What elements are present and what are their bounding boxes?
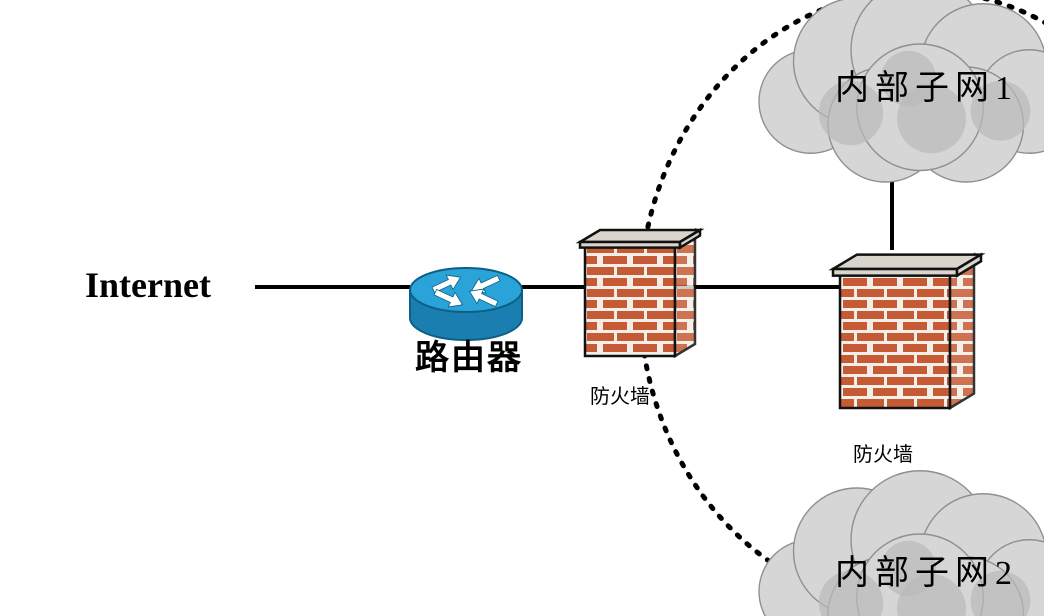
firewall-icon-1 xyxy=(580,230,700,356)
cloud-subnet2 xyxy=(759,471,1044,616)
diagram-stage: Internet 路由器 防火墙 防火墙 内部子网1 内部子网2 xyxy=(0,0,1044,616)
firewall-icon-2 xyxy=(833,255,981,408)
label-internet: Internet xyxy=(85,264,211,306)
label-subnet1: 内部子网1 xyxy=(835,60,1018,109)
label-firewall1: 防火墙 xyxy=(590,380,650,409)
label-subnet2: 内部子网2 xyxy=(835,545,1018,594)
label-router: 路由器 xyxy=(415,330,523,379)
label-firewall2: 防火墙 xyxy=(853,438,913,467)
connection-lines xyxy=(255,162,892,287)
